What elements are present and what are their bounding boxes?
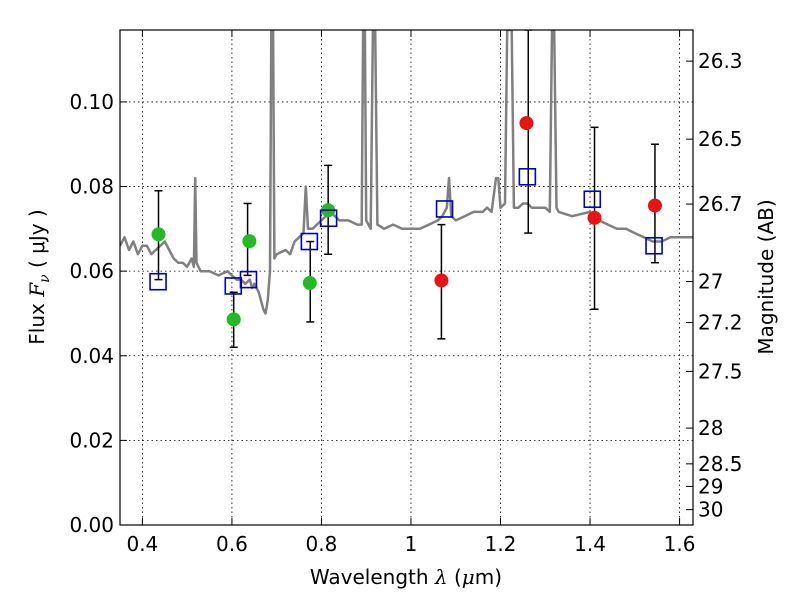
x-tick-label: 0.8 xyxy=(306,532,338,556)
y-tick-label: 0.06 xyxy=(69,259,114,283)
model-square xyxy=(518,168,537,186)
red-point xyxy=(519,116,534,131)
plot-area xyxy=(120,30,693,349)
y-axis-label: Flux Fν ( μJy ) xyxy=(25,209,53,344)
y-tick-label: 0.08 xyxy=(69,175,114,199)
green-point xyxy=(226,312,241,327)
y2-tick-label: 28 xyxy=(698,416,723,440)
x-tick-label: 1.2 xyxy=(485,532,517,556)
y2-tick-label: 27.5 xyxy=(698,359,743,383)
spectrum-line xyxy=(120,30,693,315)
y-tick-label: 0.02 xyxy=(69,428,114,452)
x-tick-label: 1.6 xyxy=(664,532,696,556)
y2-tick-label: 26.5 xyxy=(698,127,743,151)
x-tick-label: 1 xyxy=(405,532,418,556)
model-square xyxy=(300,232,319,251)
red-point xyxy=(647,198,662,213)
y2-tick-label: 27 xyxy=(698,270,723,294)
x-axis-label: Wavelength λ (μm) xyxy=(310,565,502,589)
green-point xyxy=(242,234,257,249)
red-point xyxy=(587,210,602,225)
x-tick-label: 0.4 xyxy=(126,532,158,556)
plot-frame xyxy=(119,29,694,526)
x-tick-label: 0.6 xyxy=(216,532,248,556)
green-point xyxy=(302,276,317,290)
y2-axis-label: Magnitude (AB) xyxy=(754,199,778,354)
model-square xyxy=(149,272,167,291)
model-square xyxy=(435,200,454,218)
y2-tick-label: 26.3 xyxy=(698,49,743,73)
y-tick-label: 0.00 xyxy=(69,513,114,537)
y2-tick-label: 30 xyxy=(698,498,723,522)
y-tick-label: 0.10 xyxy=(69,90,114,114)
y2-tick-label: 28.5 xyxy=(698,452,743,476)
y2-tick-label: 27.2 xyxy=(698,311,743,335)
red-point xyxy=(434,273,449,288)
y2-tick-label: 29 xyxy=(698,474,723,498)
y2-tick-label: 26.7 xyxy=(698,192,743,216)
grid-lines xyxy=(120,30,693,526)
model-square xyxy=(645,236,663,255)
green-point xyxy=(151,227,166,242)
model-square xyxy=(239,270,258,289)
model-square xyxy=(583,190,602,209)
model-square xyxy=(319,209,338,228)
x-tick-label: 1.4 xyxy=(574,532,606,556)
y-tick-label: 0.04 xyxy=(69,344,114,368)
axis-ticks: 0.4 0.6 0.8 1 1.2 1.4 1.6 0.00 0.02 0.04 0.06 0.08 0… xyxy=(69,30,743,556)
